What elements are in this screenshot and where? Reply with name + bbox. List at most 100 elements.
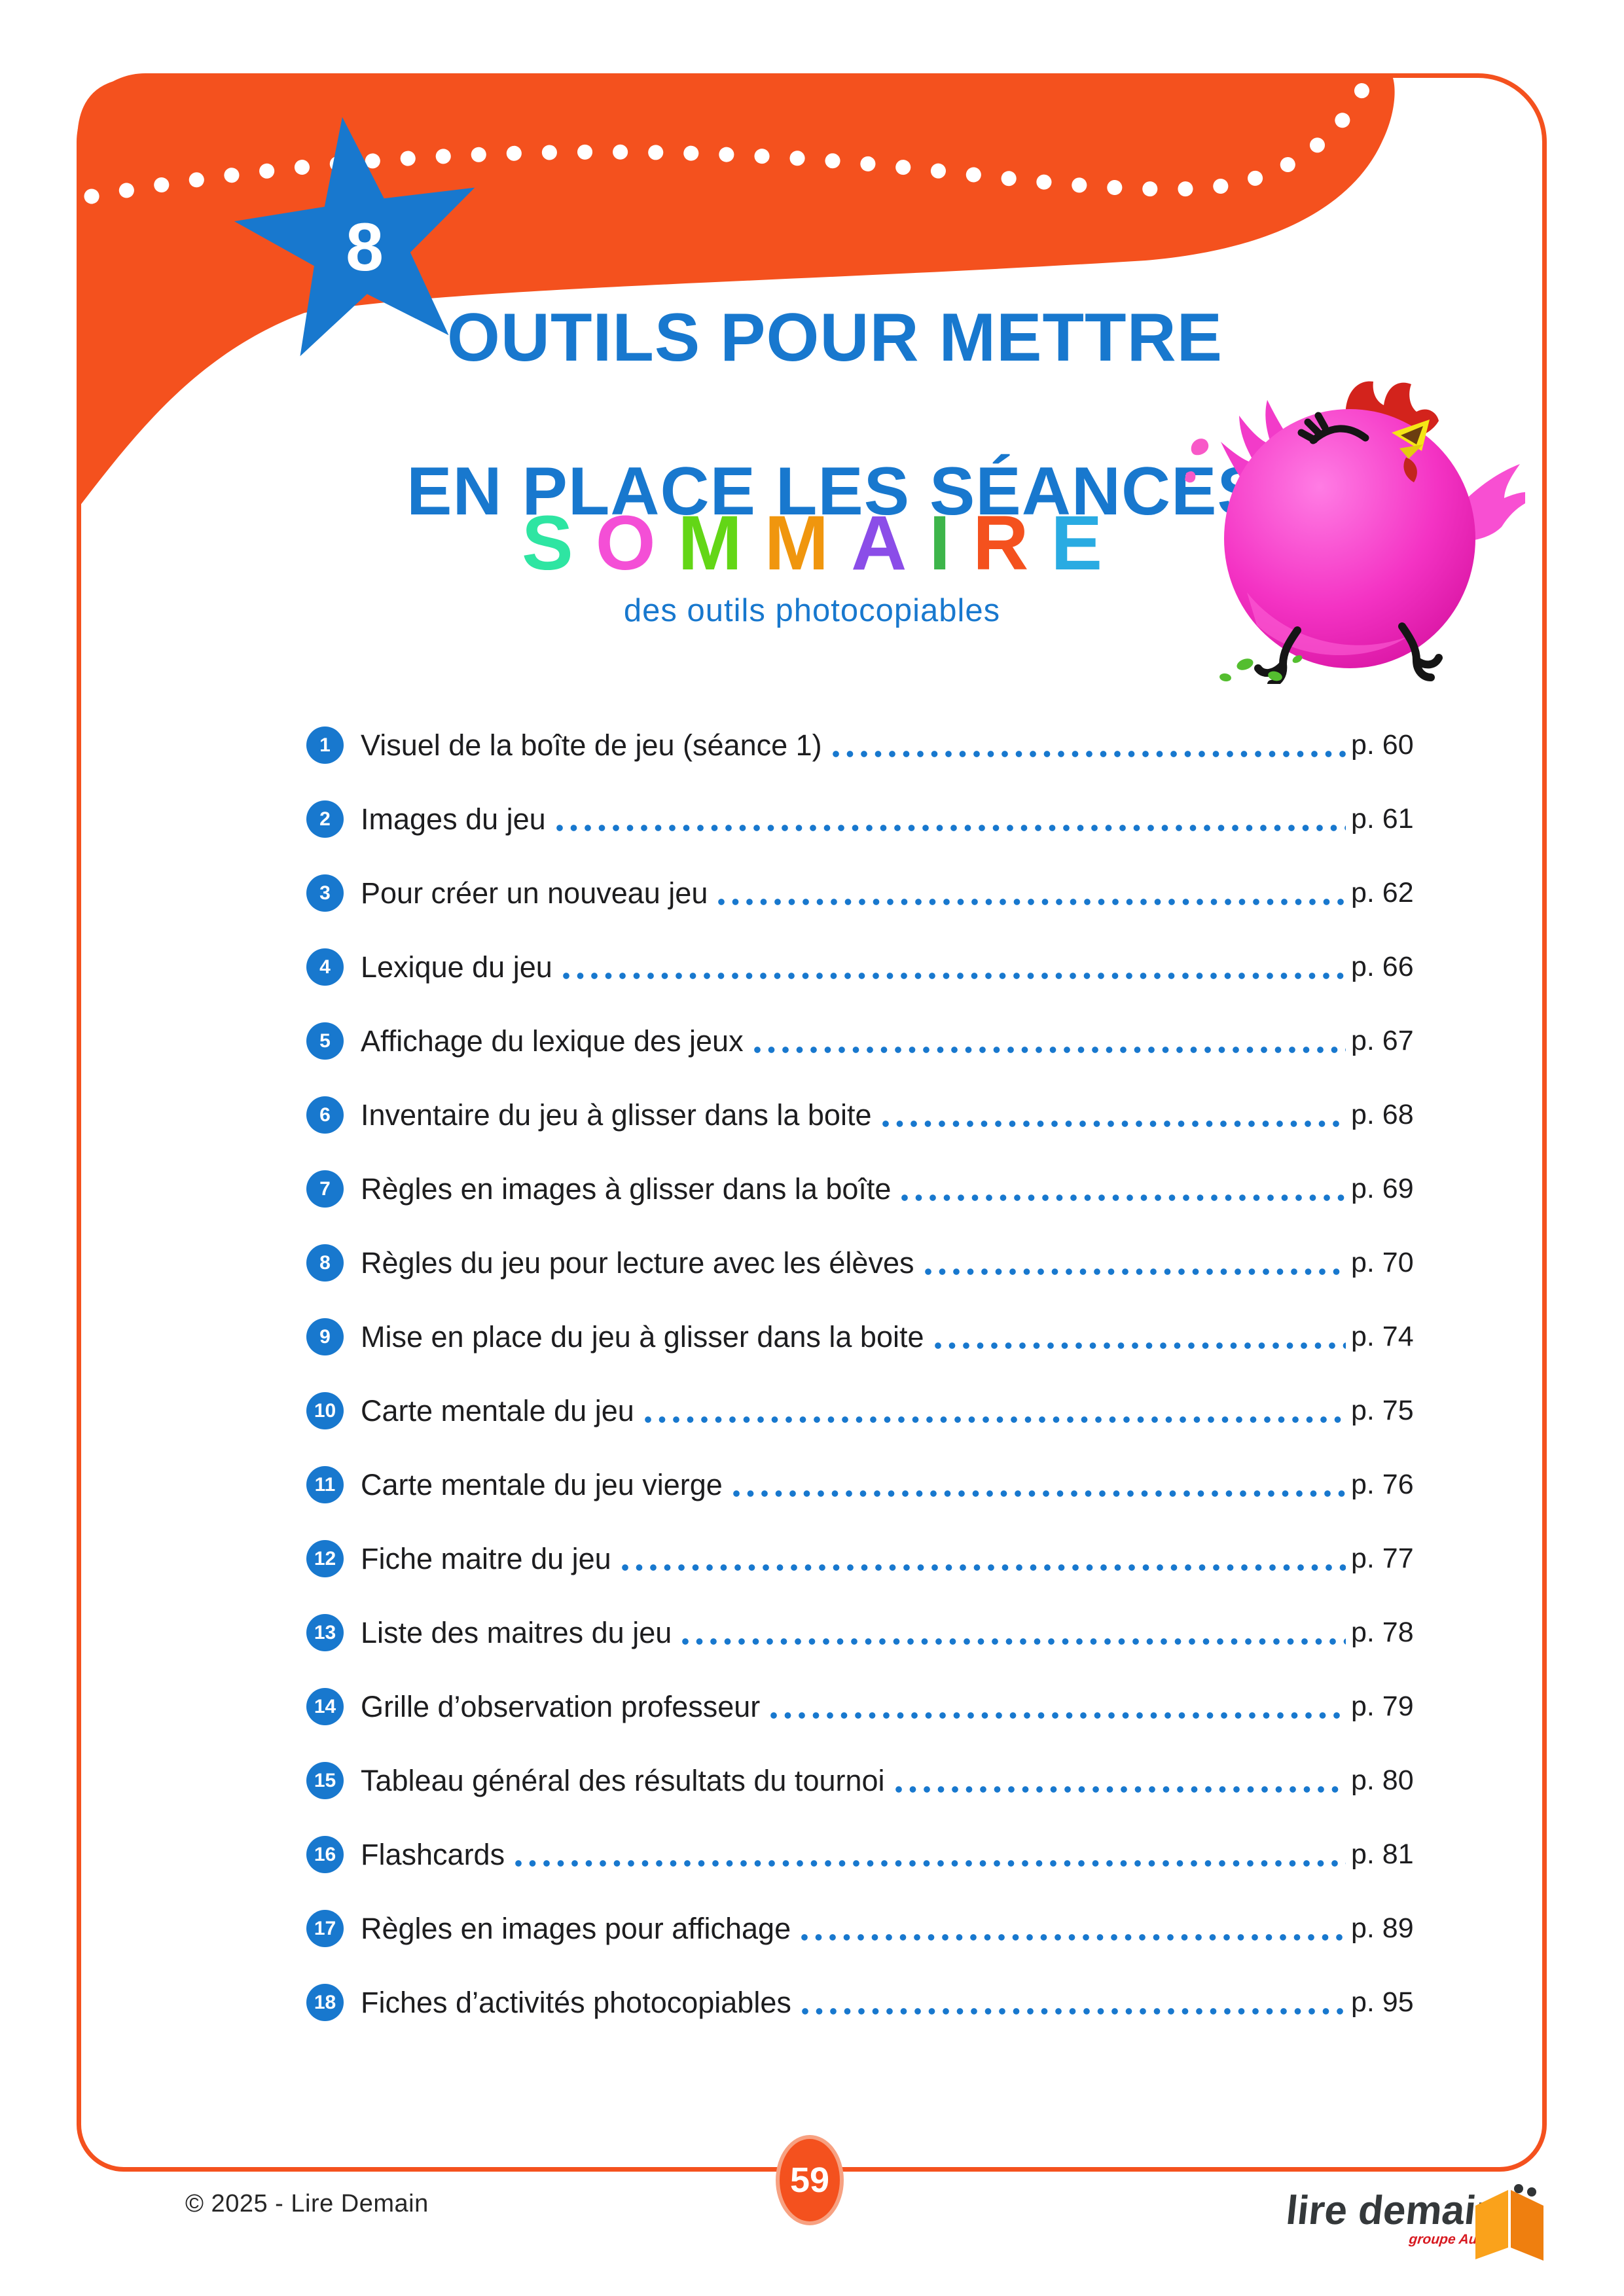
toc-number-badge: 17 bbox=[306, 1910, 344, 1947]
toc-dot-leader bbox=[801, 1933, 1346, 1941]
toc-label: Pour créer un nouveau jeu bbox=[361, 876, 708, 910]
toc-label: Liste des maitres du jeu bbox=[361, 1615, 672, 1649]
toc-row: 1 Visuel de la boîte de jeu (séance 1) p… bbox=[306, 708, 1431, 782]
toc-number-badge: 3 bbox=[306, 874, 344, 912]
toc-page-number: p. 80 bbox=[1351, 1765, 1414, 1796]
toc-number-badge: 14 bbox=[306, 1688, 344, 1725]
toc-dot-leader bbox=[801, 2007, 1346, 2015]
sommaire-letter: E bbox=[1051, 500, 1125, 586]
orange-wave-band bbox=[77, 78, 1395, 509]
sommaire-title: SOMMAIRE bbox=[0, 499, 1624, 588]
toc-page-number: p. 60 bbox=[1351, 729, 1414, 761]
toc-label: Images du jeu bbox=[361, 802, 546, 836]
toc-page-number: p. 74 bbox=[1351, 1321, 1414, 1352]
publisher-logo: lire demain groupe Auzou bbox=[1284, 2184, 1543, 2261]
toc-label: Carte mentale du jeu vierge bbox=[361, 1467, 723, 1501]
copyright-text: © 2025 - Lire Demain bbox=[185, 2190, 429, 2217]
sommaire-subtitle: des outils photocopiables bbox=[623, 593, 1001, 628]
sommaire-letter: S bbox=[521, 500, 596, 586]
toc-row: 11 Carte mentale du jeu vierge p. 76 bbox=[306, 1448, 1431, 1522]
beak-lower bbox=[1399, 444, 1423, 459]
toc-page-number: p. 79 bbox=[1351, 1691, 1414, 1722]
toc-dot-leader bbox=[621, 1563, 1346, 1571]
toc-number-badge: 11 bbox=[306, 1466, 344, 1503]
toc-page-number: p. 81 bbox=[1351, 1839, 1414, 1870]
toc-number-badge: 4 bbox=[306, 948, 344, 986]
toc-row: 12 Fiche maitre du jeu p. 77 bbox=[306, 1522, 1431, 1596]
wattle bbox=[1403, 457, 1417, 482]
toc-number-badge: 9 bbox=[306, 1318, 344, 1355]
toc-label: Règles en images à glisser dans la boîte bbox=[361, 1172, 892, 1206]
toc-dot-leader bbox=[901, 1193, 1346, 1202]
toc-row: 8 Règles du jeu pour lecture avec les él… bbox=[306, 1226, 1431, 1300]
pink-hen-illustration bbox=[1185, 381, 1525, 684]
toc-label: Grille d’observation professeur bbox=[361, 1689, 761, 1723]
toc-page-number: p. 78 bbox=[1351, 1617, 1414, 1648]
toc-label: Mise en place du jeu à glisser dans la b… bbox=[361, 1319, 924, 1354]
toc-label: Carte mentale du jeu bbox=[361, 1393, 634, 1427]
toc-row: 13 Liste des maitres du jeu p. 78 bbox=[306, 1596, 1431, 1670]
toc-row: 3 Pour créer un nouveau jeu p. 62 bbox=[306, 856, 1431, 930]
toc-dot-leader bbox=[882, 1119, 1346, 1128]
toc-dot-leader bbox=[924, 1267, 1346, 1276]
sommaire-letter: O bbox=[595, 500, 678, 586]
toc-page-number: p. 62 bbox=[1351, 877, 1414, 908]
toc-page-number: p. 67 bbox=[1351, 1025, 1414, 1056]
toc-label: Affichage du lexique des jeux bbox=[361, 1024, 744, 1058]
toc-row: 6 Inventaire du jeu à glisser dans la bo… bbox=[306, 1078, 1431, 1152]
toc-list: 1 Visuel de la boîte de jeu (séance 1) p… bbox=[306, 708, 1431, 2039]
toc-page-number: p. 66 bbox=[1351, 951, 1414, 982]
sommaire-letter: M bbox=[764, 500, 852, 586]
toc-label: Tableau général des résultats du tournoi bbox=[361, 1763, 885, 1797]
toc-dot-leader bbox=[895, 1785, 1346, 1793]
toc-dot-leader bbox=[832, 749, 1346, 758]
toc-row: 4 Lexique du jeu p. 66 bbox=[306, 930, 1431, 1004]
toc-dot-leader bbox=[770, 1711, 1346, 1719]
toc-number-badge: 2 bbox=[306, 800, 344, 838]
star-icon bbox=[234, 117, 475, 357]
toc-dot-leader bbox=[718, 897, 1346, 906]
toc-number-badge: 8 bbox=[306, 1244, 344, 1282]
toc-label: Visuel de la boîte de jeu (séance 1) bbox=[361, 728, 822, 762]
title-line-1: OUTILS POUR METTRE bbox=[446, 300, 1223, 376]
toc-page-number: p. 75 bbox=[1351, 1395, 1414, 1426]
toc-row: 16 Flashcards p. 81 bbox=[306, 1818, 1431, 1892]
toc-page-number: p. 68 bbox=[1351, 1099, 1414, 1130]
toc-number-badge: 15 bbox=[306, 1762, 344, 1799]
toc-label: Lexique du jeu bbox=[361, 950, 552, 984]
toc-row: 7 Règles en images à glisser dans la boî… bbox=[306, 1152, 1431, 1226]
toc-row: 17 Règles en images pour affichage p. 89 bbox=[306, 1892, 1431, 1965]
toc-dot-leader bbox=[644, 1415, 1346, 1424]
toc-row: 5 Affichage du lexique des jeux p. 67 bbox=[306, 1004, 1431, 1078]
toc-number-badge: 1 bbox=[306, 726, 344, 764]
chapter-number: 8 bbox=[346, 209, 384, 285]
toc-number-badge: 12 bbox=[306, 1540, 344, 1577]
toc-label: Flashcards bbox=[361, 1837, 505, 1871]
toc-dot-leader bbox=[753, 1045, 1346, 1054]
toc-page-number: p. 89 bbox=[1351, 1912, 1414, 1944]
toc-label: Fiche maitre du jeu bbox=[361, 1541, 611, 1575]
toc-dot-leader bbox=[682, 1637, 1346, 1645]
toc-row: 10 Carte mentale du jeu p. 75 bbox=[306, 1374, 1431, 1448]
toc-row: 14 Grille d’observation professeur p. 79 bbox=[306, 1670, 1431, 1744]
page-title: OUTILS POUR METTRE EN PLACE LES SÉANCES bbox=[0, 300, 1624, 531]
toc-number-badge: 18 bbox=[306, 1984, 344, 2021]
title-line-2: EN PLACE LES SÉANCES bbox=[406, 454, 1263, 530]
toc-number-badge: 6 bbox=[306, 1096, 344, 1134]
seeds bbox=[1219, 655, 1303, 682]
book-icon bbox=[1475, 2184, 1543, 2261]
toc-number-badge: 7 bbox=[306, 1170, 344, 1208]
toc-row: 18 Fiches d’activités photocopiables p. … bbox=[306, 1965, 1431, 2039]
toc-dot-leader bbox=[732, 1489, 1346, 1498]
toc-row: 2 Images du jeu p. 61 bbox=[306, 782, 1431, 856]
toc-page-number: p. 61 bbox=[1351, 803, 1414, 834]
toc-dot-leader bbox=[515, 1859, 1346, 1867]
toc-dot-leader bbox=[934, 1341, 1346, 1350]
closed-eye bbox=[1297, 412, 1369, 444]
beak-opening bbox=[1401, 426, 1423, 444]
sommaire-letter: M bbox=[677, 500, 765, 586]
toc-page-number: p. 95 bbox=[1351, 1986, 1414, 2018]
toc-row: 9 Mise en place du jeu à glisser dans la… bbox=[306, 1300, 1431, 1374]
toc-label: Règles du jeu pour lecture avec les élèv… bbox=[361, 1246, 914, 1280]
sommaire-letter: R bbox=[973, 500, 1051, 586]
